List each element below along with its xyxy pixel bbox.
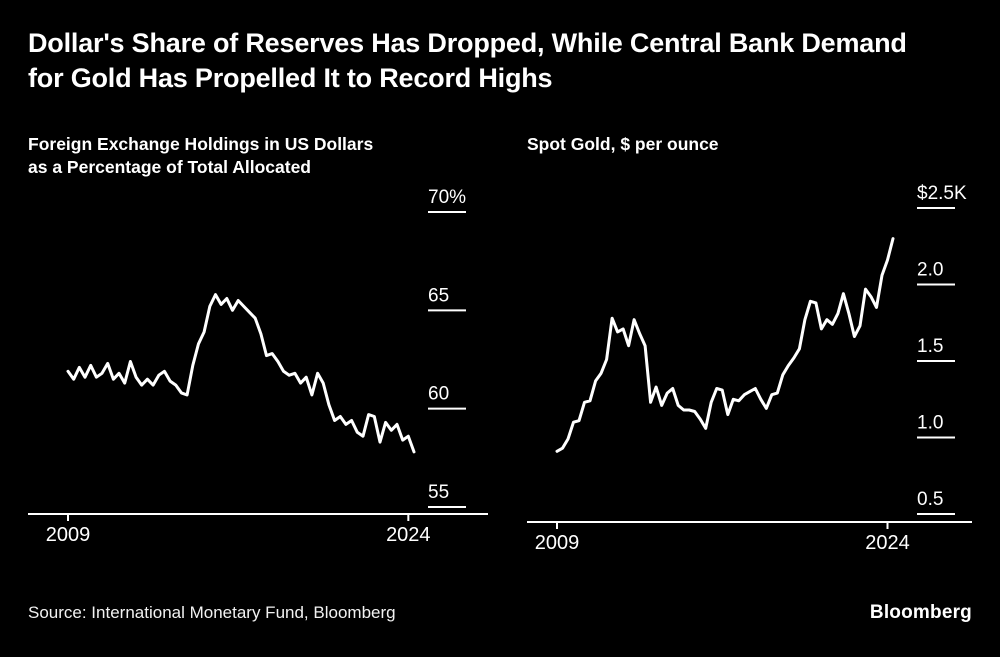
series-line	[555, 237, 895, 453]
charts-row: Foreign Exchange Holdings in US Dollars …	[28, 133, 972, 554]
footer: Source: International Monetary Fund, Blo…	[28, 602, 972, 624]
bloomberg-logo: Bloomberg	[869, 602, 972, 623]
y-tick-label: 65	[428, 285, 449, 306]
usd-share-subtitle-line-2: as a Percentage of Total Allocated	[28, 157, 311, 177]
x-tick-label: 2024	[865, 532, 910, 554]
series-line	[66, 293, 416, 454]
page-title: Dollar's Share of Reserves Has Dropped, …	[28, 26, 972, 96]
y-tick-label: 55	[428, 482, 449, 503]
gold-line-chart: $2.5K 2.0 1.5 1.0 0.5 2009 2024	[527, 183, 972, 554]
page-title-line-1: Dollar's Share of Reserves Has Dropped, …	[28, 28, 907, 58]
usd-share-subtitle-line-1: Foreign Exchange Holdings in US Dollars	[28, 134, 374, 154]
y-tick-label: 2.0	[917, 260, 943, 281]
gold-chart-subtitle: Spot Gold, $ per ounce	[527, 133, 972, 187]
gold-chart-panel: Spot Gold, $ per ounce $2.5K 2.0 1.5 1.0 0.5…	[527, 133, 972, 554]
y-tick-label: $2.5K	[917, 183, 967, 204]
x-tick-label: 2024	[386, 524, 431, 546]
x-tick-label: 2009	[535, 532, 580, 554]
gold-subtitle-line-1: Spot Gold, $ per ounce	[527, 134, 719, 154]
y-tick-label: 1.0	[917, 413, 943, 434]
source-text: Source: International Monetary Fund, Blo…	[28, 603, 396, 622]
page: Dollar's Share of Reserves Has Dropped, …	[28, 26, 972, 624]
usd-share-chart-subtitle: Foreign Exchange Holdings in US Dollars …	[28, 133, 488, 187]
y-tick-label: 0.5	[917, 489, 943, 510]
usd-share-line-chart: 70% 65 60 55 2009 2024	[28, 187, 488, 546]
y-tick-label: 70%	[428, 187, 466, 208]
y-tick-label: 1.5	[917, 336, 943, 357]
x-tick-label: 2009	[46, 524, 91, 546]
page-title-line-2: for Gold Has Propelled It to Record High…	[28, 63, 553, 93]
usd-share-chart-panel: Foreign Exchange Holdings in US Dollars …	[28, 133, 488, 552]
y-tick-label: 60	[428, 384, 449, 405]
